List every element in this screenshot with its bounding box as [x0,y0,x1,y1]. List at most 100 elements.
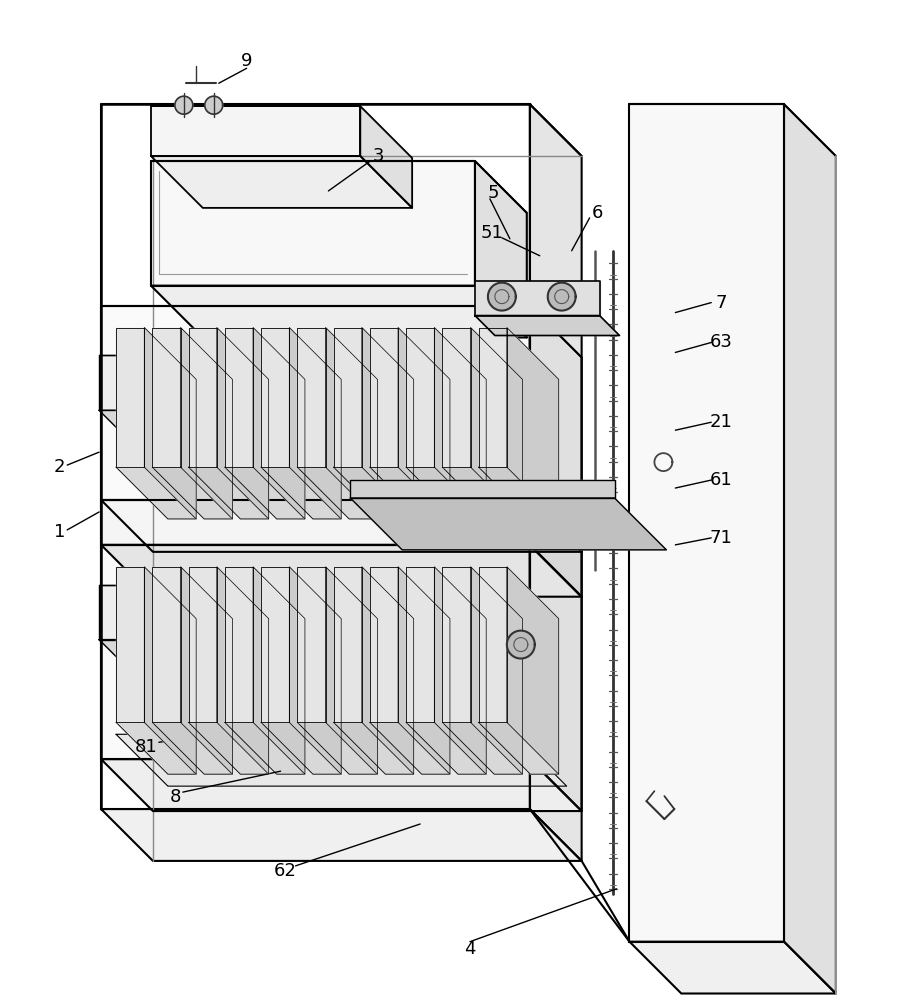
Polygon shape [99,585,141,640]
Polygon shape [181,328,232,519]
Polygon shape [101,104,530,809]
Polygon shape [479,567,507,722]
Text: 6: 6 [592,204,603,222]
Text: 8: 8 [170,788,181,806]
Polygon shape [289,328,341,519]
Polygon shape [370,722,450,774]
Text: 81: 81 [134,738,157,756]
Text: 51: 51 [481,224,504,242]
Polygon shape [398,328,450,519]
Polygon shape [253,567,305,774]
Polygon shape [362,567,414,774]
Polygon shape [216,567,269,774]
Polygon shape [479,467,559,519]
Polygon shape [151,106,360,156]
Polygon shape [175,96,192,114]
Polygon shape [370,567,398,722]
Polygon shape [442,467,522,519]
Polygon shape [333,467,414,519]
Polygon shape [488,283,516,311]
Polygon shape [530,104,582,861]
Text: 7: 7 [716,294,727,312]
Polygon shape [101,545,582,597]
Polygon shape [101,500,582,552]
Polygon shape [398,567,450,774]
Polygon shape [442,722,522,774]
Text: 3: 3 [372,147,384,165]
Text: 4: 4 [464,940,476,958]
Polygon shape [530,306,582,552]
Polygon shape [152,467,232,519]
Polygon shape [152,722,232,774]
Polygon shape [362,328,414,519]
Text: 63: 63 [710,333,732,351]
Polygon shape [435,567,486,774]
Polygon shape [326,328,378,519]
Polygon shape [145,567,196,774]
Polygon shape [145,328,196,519]
Polygon shape [297,328,326,467]
Polygon shape [475,281,600,316]
Polygon shape [216,328,269,519]
Polygon shape [116,467,196,519]
Polygon shape [326,567,378,774]
Polygon shape [471,567,522,774]
Polygon shape [471,328,522,519]
Text: 62: 62 [274,862,297,880]
Polygon shape [479,328,507,467]
Polygon shape [261,722,341,774]
Polygon shape [406,722,486,774]
Polygon shape [530,500,582,597]
Polygon shape [101,545,530,759]
Polygon shape [406,467,486,519]
Polygon shape [297,567,326,722]
Polygon shape [116,722,196,774]
Polygon shape [507,567,559,774]
Polygon shape [116,328,145,467]
Polygon shape [784,104,836,994]
Polygon shape [370,328,398,467]
Polygon shape [297,722,378,774]
Polygon shape [360,106,412,208]
Polygon shape [530,545,582,811]
Text: 5: 5 [487,184,498,202]
Polygon shape [333,722,414,774]
Polygon shape [406,328,435,467]
Polygon shape [204,96,223,114]
Polygon shape [151,161,475,286]
Polygon shape [475,316,620,335]
Polygon shape [189,567,216,722]
Polygon shape [189,328,216,467]
Polygon shape [261,328,289,467]
Polygon shape [101,306,530,500]
Polygon shape [152,328,181,467]
Polygon shape [406,567,435,722]
Polygon shape [333,328,362,467]
Polygon shape [99,640,192,691]
Polygon shape [442,567,471,722]
Polygon shape [101,809,582,861]
Text: 71: 71 [710,529,732,547]
Polygon shape [151,286,527,337]
Polygon shape [189,722,269,774]
Polygon shape [261,467,341,519]
Polygon shape [189,467,269,519]
Polygon shape [116,734,566,786]
Polygon shape [289,567,341,774]
Polygon shape [225,467,305,519]
Text: 2: 2 [53,458,65,476]
Polygon shape [99,355,141,410]
Polygon shape [253,328,305,519]
Polygon shape [350,498,667,550]
Polygon shape [507,328,559,519]
Polygon shape [442,328,471,467]
Text: 61: 61 [710,471,732,489]
Polygon shape [475,161,527,337]
Polygon shape [151,156,412,208]
Polygon shape [181,567,232,774]
Polygon shape [333,567,362,722]
Polygon shape [435,328,486,519]
Polygon shape [99,410,192,462]
Polygon shape [101,759,582,811]
Text: 21: 21 [710,413,732,431]
